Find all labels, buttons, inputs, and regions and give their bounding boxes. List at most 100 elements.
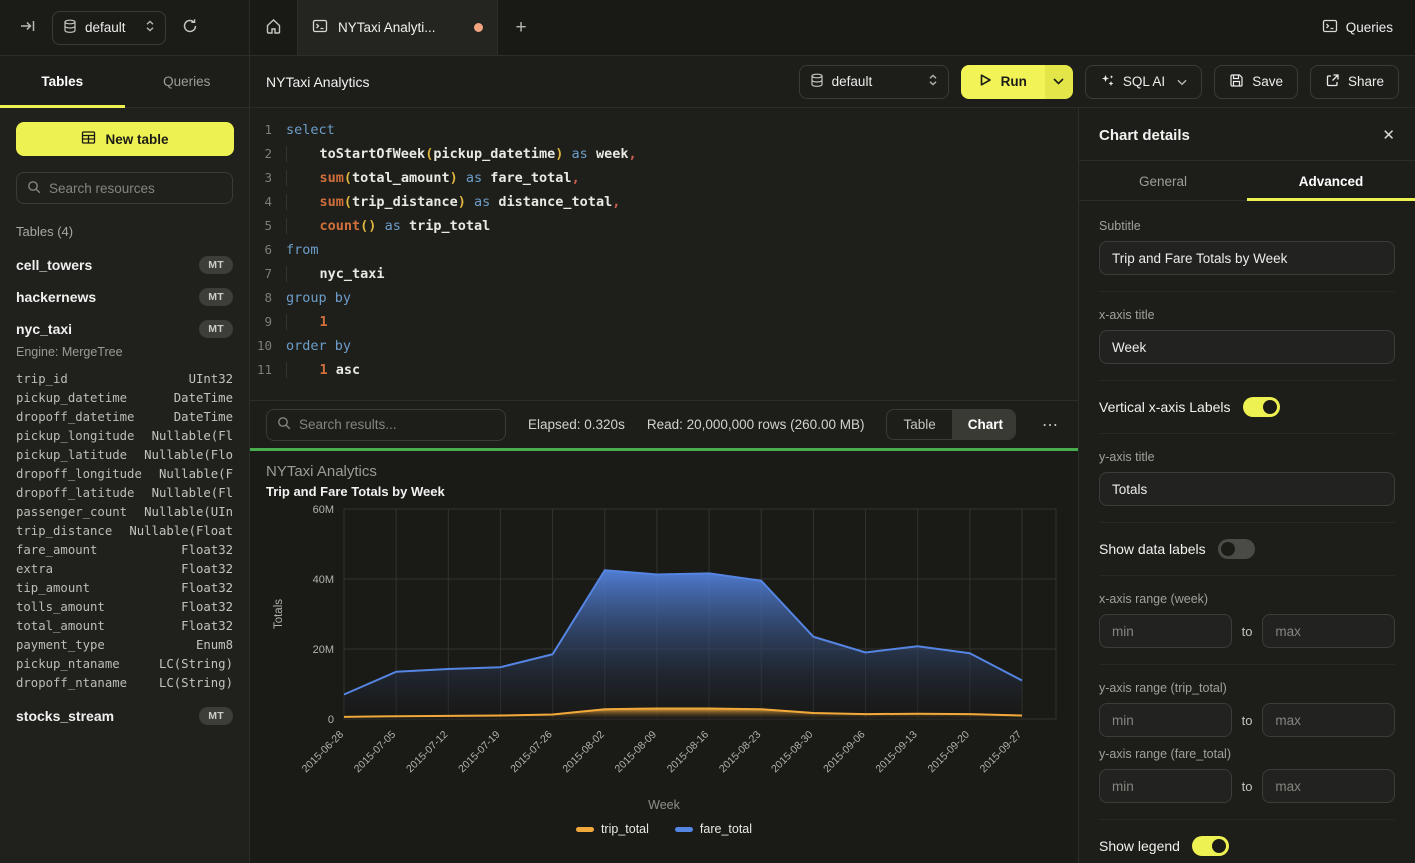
sql-ai-button[interactable]: SQL AI <box>1084 64 1203 99</box>
chevron-down-icon <box>1177 74 1187 89</box>
sql-editor[interactable]: 1 select 2 toStartOfWeek(pickup_datetime) … <box>250 108 1078 400</box>
code-lines: 1 select 2 toStartOfWeek(pickup_datetime) … <box>250 118 1078 382</box>
home-button[interactable] <box>250 0 298 55</box>
column-type: Float32 <box>181 580 233 595</box>
refresh-button[interactable] <box>176 14 204 42</box>
show-data-labels-toggle[interactable] <box>1217 539 1255 559</box>
tab-strip: NYTaxi Analyti... + Queries <box>250 0 1415 56</box>
column-type: Float32 <box>181 618 233 633</box>
column-name: tip_amount <box>16 580 91 595</box>
vertical-labels-group: Vertical x-axis Labels <box>1099 397 1395 434</box>
sidebar-item-nyc-taxi[interactable]: nyc_taxi MT <box>0 313 249 345</box>
run-database-selector[interactable]: default <box>798 64 949 99</box>
play-icon <box>979 73 992 90</box>
svg-text:2015-07-26: 2015-07-26 <box>508 729 555 776</box>
code-line: 1 select <box>264 122 335 138</box>
nyc-taxi-engine: Engine: MergeTree <box>16 345 123 359</box>
sidebar-item-stocks-stream[interactable]: stocks_stream MT <box>0 700 249 732</box>
column-row: extra Float32 <box>0 559 249 578</box>
chart-view-button[interactable]: Chart <box>951 410 1016 439</box>
tab-advanced[interactable]: Advanced <box>1247 161 1415 201</box>
column-row: passenger_count Nullable(UIn <box>0 502 249 521</box>
database-selector[interactable]: default <box>52 10 166 45</box>
column-row: trip_id UInt32 <box>0 369 249 388</box>
column-row: dropoff_datetime DateTime <box>0 407 249 426</box>
column-type: DateTime <box>173 390 233 405</box>
xaxis-range-max-input[interactable] <box>1262 614 1395 648</box>
yaxis-range-trip-max-input[interactable] <box>1262 703 1395 737</box>
xaxis-range-min-input[interactable] <box>1099 614 1232 648</box>
query-tab-active[interactable]: NYTaxi Analyti... <box>298 0 498 55</box>
chart-details-body: Subtitle x-axis title Vertical x-axis La… <box>1079 201 1415 863</box>
yaxis-range-trip-min-input[interactable] <box>1099 703 1232 737</box>
yaxis-title-input[interactable] <box>1099 472 1395 506</box>
column-name: total_amount <box>16 618 105 633</box>
yaxis-range-fare-label: y-axis range (fare_total) <box>1099 747 1232 761</box>
yaxis-range-fare-group: y-axis range (fare_total) to <box>1099 747 1395 820</box>
vertical-labels-toggle[interactable] <box>1242 397 1280 417</box>
sidebar-item-cell-towers[interactable]: cell_towers MT <box>0 249 249 281</box>
table-view-button[interactable]: Table <box>887 410 951 439</box>
chart-panel: NYTaxi Analytics Trip and Fare Totals by… <box>250 451 1078 863</box>
resource-search-input[interactable] <box>49 180 222 196</box>
svg-text:60M: 60M <box>313 504 334 516</box>
new-table-button[interactable]: New table <box>16 122 234 156</box>
code-line: 10 order by <box>256 338 352 354</box>
share-label: Share <box>1347 74 1384 89</box>
show-legend-toggle[interactable] <box>1191 836 1229 856</box>
yaxis-range-fare-max-input[interactable] <box>1262 769 1395 803</box>
sidebar-tab-tables[interactable]: Tables <box>0 56 125 108</box>
svg-text:2015-09-27: 2015-09-27 <box>978 729 1025 776</box>
legend-item-trip_total[interactable]: trip_total <box>575 822 649 836</box>
yaxis-range-fare-min-input[interactable] <box>1099 769 1232 803</box>
view-toggle: Table Chart <box>886 409 1016 440</box>
run-options-button[interactable] <box>1044 64 1073 99</box>
share-icon <box>1325 73 1340 91</box>
svg-text:2015-09-20: 2015-09-20 <box>925 729 972 776</box>
show-data-labels-label: Show data labels <box>1099 541 1206 557</box>
column-type: Nullable(Fl <box>151 428 233 443</box>
column-row: dropoff_longitude Nullable(F <box>0 464 249 483</box>
legend-item-fare_total[interactable]: fare_total <box>674 822 753 836</box>
chart-subtitle: Trip and Fare Totals by Week <box>266 484 445 499</box>
xaxis-title-input[interactable] <box>1099 330 1395 364</box>
database-icon <box>63 19 77 37</box>
xaxis-title-group: x-axis title <box>1099 308 1395 381</box>
column-type: Enum8 <box>195 637 233 652</box>
share-button[interactable]: Share <box>1309 64 1399 99</box>
sql-ai-label: SQL AI <box>1122 74 1166 89</box>
tables-section-header: Tables (4) <box>16 224 74 239</box>
column-name: dropoff_longitude <box>16 466 142 481</box>
column-type: LC(String) <box>158 675 233 690</box>
save-button[interactable]: Save <box>1214 64 1298 99</box>
query-title: NYTaxi Analytics <box>266 73 370 90</box>
chart-details-panel: Chart details ✕ General Advanced Subtitl… <box>1078 108 1415 863</box>
query-success-bar <box>250 448 1078 451</box>
column-type: Nullable(Float <box>129 523 233 538</box>
sidebar-item-hackernews[interactable]: hackernews MT <box>0 281 249 313</box>
svg-text:2015-09-13: 2015-09-13 <box>873 729 920 776</box>
new-tab-button[interactable]: + <box>498 0 544 55</box>
column-name: trip_id <box>16 371 68 386</box>
chart-details-header: Chart details ✕ <box>1079 108 1415 161</box>
new-table-label: New table <box>105 131 169 147</box>
code-line: 5 count() as trip_total <box>264 218 491 234</box>
queries-shortcut[interactable]: Queries <box>1322 0 1415 55</box>
terminal-icon <box>1322 18 1338 37</box>
engine-badge: MT <box>199 256 233 274</box>
more-options-button[interactable]: ⋯ <box>1038 415 1062 435</box>
collapse-sidebar-button[interactable] <box>14 14 42 42</box>
column-type: Float32 <box>181 599 233 614</box>
run-button[interactable]: Run <box>960 64 1045 99</box>
close-button[interactable]: ✕ <box>1382 127 1395 144</box>
tab-general[interactable]: General <box>1079 161 1247 200</box>
sparkles-icon <box>1100 73 1115 91</box>
chart-details-title: Chart details <box>1099 126 1190 144</box>
chart-legend: trip_total fare_total <box>266 822 1062 836</box>
sidebar-tab-queries[interactable]: Queries <box>125 56 250 107</box>
svg-text:2015-08-16: 2015-08-16 <box>665 729 712 776</box>
column-name: pickup_ntaname <box>16 656 120 671</box>
legend-label: fare_total <box>699 822 753 836</box>
results-search-input[interactable] <box>299 417 495 432</box>
subtitle-input[interactable] <box>1099 241 1395 275</box>
